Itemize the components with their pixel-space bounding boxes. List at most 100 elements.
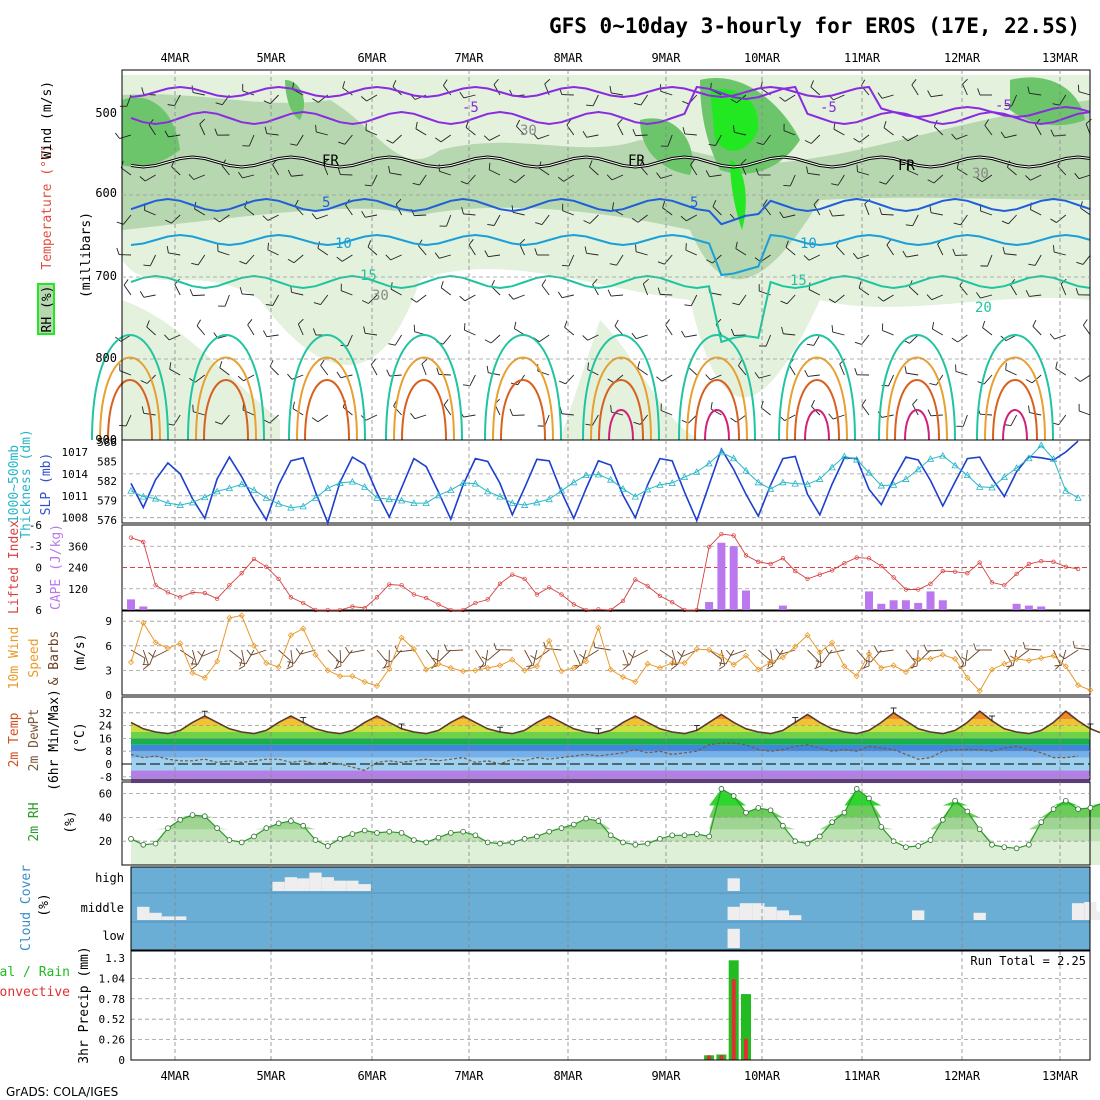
upper-wind-barb [684, 133, 697, 136]
wind-speed-point [595, 624, 602, 631]
lifted-index-point [903, 587, 909, 592]
surface-wind-barb [905, 649, 916, 664]
upper-wind-barb-flag [509, 408, 514, 416]
thickness-point [176, 501, 184, 508]
rh-point [202, 813, 208, 820]
rh-point [263, 825, 270, 831]
upper-wind-barb [341, 254, 353, 262]
upper-wind-barb [786, 294, 796, 305]
lifted-index-point [153, 583, 158, 588]
pressure-tick-label: 500 [95, 106, 117, 120]
upper-wind-barb [538, 167, 550, 176]
thickness-point [594, 470, 603, 478]
upper-wind-barb-flag [779, 211, 784, 218]
upper-wind-barb [541, 214, 550, 225]
upper-wind-barb-flag [535, 222, 543, 226]
contour-label: FR [898, 158, 915, 174]
surface-wind-barb [629, 649, 636, 666]
upper-wind-barb-flag [143, 264, 151, 267]
surface-wind-barb [438, 649, 452, 662]
surface-wind-barb [622, 649, 629, 666]
upper-wind-barb [468, 244, 476, 256]
upper-wind-barb [788, 364, 796, 376]
upper-wind-barb [342, 87, 353, 96]
upper-wind-barb [389, 374, 402, 377]
upper-wind-barb-flag [738, 359, 743, 366]
isotherm-35-loop [704, 409, 730, 441]
temperature-band [131, 764, 1090, 771]
surface-wind-barb-flag [726, 649, 732, 656]
temperature-band [131, 738, 1090, 745]
temperature-band [131, 719, 1090, 726]
rh-point [989, 841, 995, 848]
upper-wind-barb [1034, 124, 1042, 136]
upper-wind-barb [957, 334, 968, 343]
thickness-point [680, 473, 689, 480]
upper-wind-barb-flag [656, 376, 663, 382]
lifted-index-point [1002, 583, 1007, 588]
surface-wind-barb [299, 649, 316, 655]
upper-wind-barb [960, 214, 968, 226]
isotherm-35-loop [1002, 409, 1028, 441]
surface-wind-barb [229, 649, 243, 661]
upper-wind-barb-flag [460, 180, 468, 185]
pressure-tick-label: 900 [95, 433, 117, 447]
lifted-index-point [301, 600, 306, 606]
rh-point [620, 839, 626, 846]
upper-wind-barb [149, 254, 157, 266]
upper-wind-barb [196, 325, 206, 336]
upper-wind-barb [515, 174, 525, 184]
thickness-point [262, 494, 270, 501]
wind-speed-point [792, 643, 799, 650]
upper-wind-barb [586, 252, 599, 256]
surface-wind-barb-flag [530, 655, 537, 660]
rh-point [829, 819, 835, 825]
cloud-level-label: low [102, 929, 124, 943]
rh-point [681, 832, 688, 839]
surface-wind-barb-flag [1022, 642, 1026, 650]
upper-wind-barb-flag [311, 213, 317, 220]
upper-wind-barb-flag [755, 168, 760, 176]
upper-wind-barb [962, 414, 968, 427]
thickness-point [791, 479, 799, 487]
temperature-line [130, 710, 1100, 735]
upper-wind-barb [662, 207, 673, 216]
upper-wind-barb-flag [927, 409, 932, 417]
rh-point [152, 840, 159, 847]
surface-wind-barb [130, 649, 146, 659]
upper-wind-barb [611, 92, 624, 96]
upper-wind-barb [144, 209, 156, 216]
rh-legend-swatch [37, 283, 55, 335]
upper-wind-barb-flag [263, 330, 268, 337]
upper-wind-barb [221, 414, 230, 425]
rh-point [521, 836, 528, 842]
cape-bar [1024, 605, 1033, 610]
rh-point [177, 816, 184, 823]
upper-wind-barb-flag [1002, 246, 1006, 254]
lifted-index-label: Lifted Index [7, 520, 22, 614]
cloud-middle-bar [727, 906, 740, 920]
upper-wind-barb [861, 334, 870, 345]
temperature-tick-label: 16 [99, 732, 112, 745]
surface-wind-barb [954, 649, 965, 664]
upper-wind-barb-flag [1055, 361, 1058, 369]
cloud-middle-bar [973, 912, 986, 920]
upper-wind-barb [493, 214, 501, 226]
lifted-index-point [940, 568, 945, 574]
upper-wind-barb [807, 374, 820, 377]
upper-wind-barb [592, 94, 599, 106]
isotherm-25-loop [886, 356, 948, 441]
upper-wind-barb [171, 166, 181, 176]
upper-wind-barb [888, 374, 895, 387]
pressure-tick-label: 800 [95, 351, 117, 365]
upper-wind-barb [1030, 174, 1042, 181]
lifted-index-point [485, 597, 490, 602]
upper-wind-barb [765, 334, 772, 347]
upper-wind-barb-flag [905, 224, 913, 227]
upper-wind-barb-flag [164, 334, 170, 341]
upper-wind-barb [686, 214, 698, 222]
wind-speed-point [1038, 655, 1045, 662]
thickness-point [865, 468, 873, 476]
upper-wind-barb [193, 174, 205, 180]
